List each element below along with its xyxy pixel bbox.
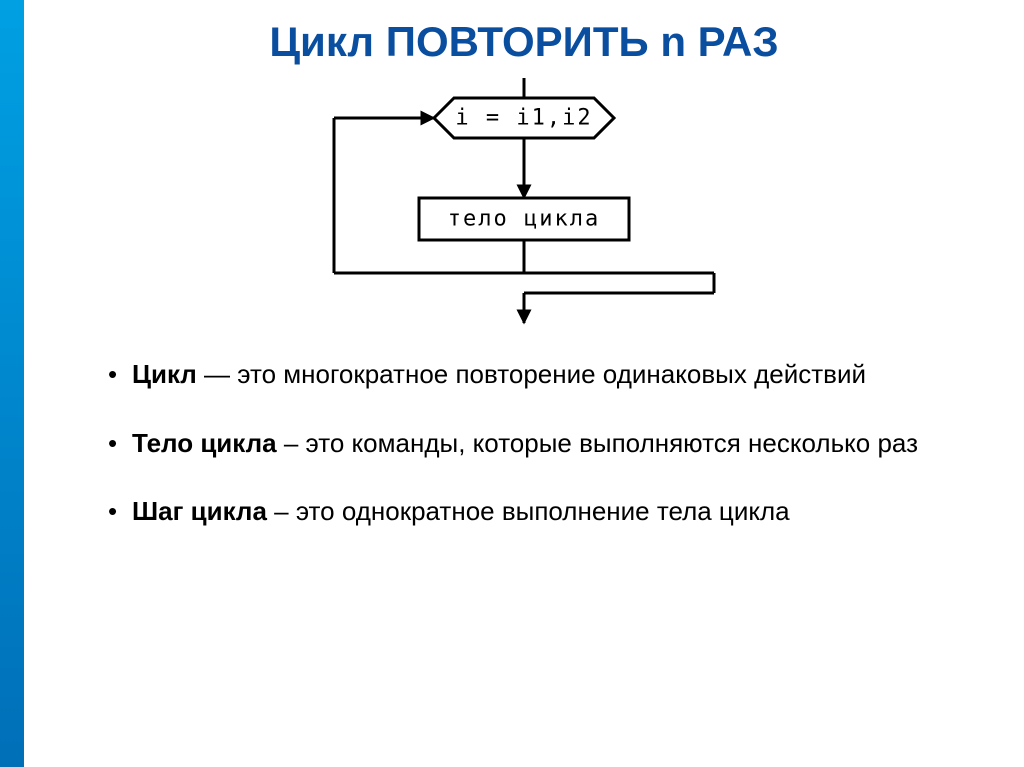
- definition-item: Цикл — это многократное повторение одина…: [104, 358, 944, 391]
- flowchart-node-label: i = i1,i2: [455, 106, 592, 131]
- page-title: Цикл ПОВТОРИТЬ n РАЗ: [44, 18, 1004, 66]
- definition-list: Цикл — это многократное повторение одина…: [44, 328, 1004, 528]
- definition-item: Шаг цикла – это однократное выполнение т…: [104, 495, 944, 528]
- definition-term: Шаг цикла: [132, 496, 267, 526]
- flowchart: i = i1,i2 тело цикла: [224, 78, 824, 328]
- left-sidebar: [0, 0, 24, 767]
- definition-text: – это однократное выполнение тела цикла: [267, 496, 790, 526]
- slide-content: Цикл ПОВТОРИТЬ n РАЗ i = i1,i2 тело цикла…: [24, 0, 1024, 767]
- flowchart-container: i = i1,i2 тело цикла: [44, 78, 1004, 328]
- definition-text: – это команды, которые выполняются неско…: [277, 428, 918, 458]
- definition-item: Тело цикла – это команды, которые выполн…: [104, 427, 944, 460]
- flowchart-node-label: тело цикла: [448, 207, 600, 232]
- definition-term: Цикл: [132, 359, 197, 389]
- definition-term: Тело цикла: [132, 428, 277, 458]
- definition-text: — это многократное повторение одинаковых…: [197, 359, 866, 389]
